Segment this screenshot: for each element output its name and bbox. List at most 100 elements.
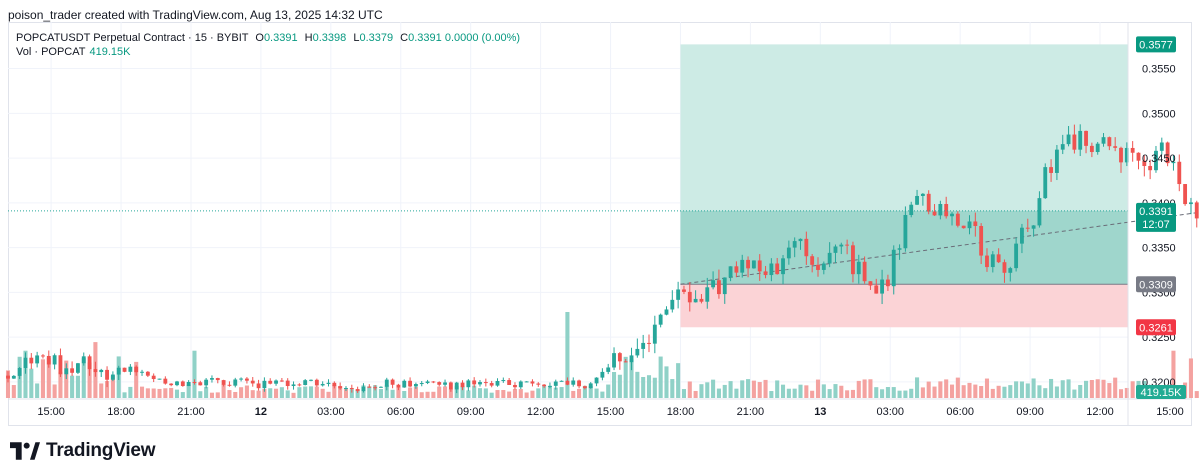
candle-body — [99, 369, 104, 373]
candle-body — [320, 383, 325, 386]
candle-body — [157, 378, 162, 380]
time-tick-label: 15:00 — [1156, 406, 1184, 418]
candle-body — [955, 213, 960, 226]
time-tick-label: 21:00 — [737, 406, 765, 418]
volume-bar — [110, 375, 115, 398]
candle-body — [274, 380, 278, 384]
volume-bar — [244, 385, 249, 398]
candle-body — [1089, 145, 1094, 153]
candle-body — [390, 379, 395, 385]
volume-bar — [897, 390, 902, 398]
volume-bar — [1089, 379, 1094, 398]
candle-body — [600, 371, 605, 378]
time-tick-label: 13 — [814, 406, 826, 418]
candle-body — [163, 378, 168, 384]
candle-body — [1066, 134, 1071, 145]
candle-body — [967, 221, 972, 229]
candle-body — [105, 369, 109, 380]
candle-body — [915, 195, 919, 205]
volume-bar — [1171, 350, 1176, 398]
time-tick-label: 06:00 — [387, 406, 415, 418]
volume-bar — [402, 390, 407, 398]
volume-bar — [1002, 386, 1007, 398]
volume-bar — [623, 356, 628, 398]
volume-bar — [775, 380, 780, 398]
take-profit-badge-bg — [1136, 36, 1176, 53]
volume-bar — [5, 370, 11, 398]
candle-body — [23, 357, 28, 368]
volume-bar — [641, 376, 646, 398]
candle-body — [990, 254, 995, 268]
candle-body — [1159, 142, 1164, 151]
candle-body — [542, 384, 547, 387]
volume-bar — [495, 390, 500, 398]
time-tick-label: 09:00 — [1016, 406, 1044, 418]
volume-bar — [285, 390, 290, 398]
candle-body — [1078, 130, 1083, 150]
candle-body — [210, 378, 214, 380]
volume-bar — [384, 385, 389, 398]
candle-body — [175, 381, 179, 386]
volume-bar — [909, 388, 914, 398]
volume-bar — [577, 388, 582, 398]
volume-bar — [1031, 378, 1036, 398]
volume-bar — [973, 384, 978, 398]
volume-title: Vol · POPCAT — [16, 46, 86, 58]
candle-body — [1037, 198, 1042, 226]
candle-body — [670, 299, 675, 310]
volume-bar — [600, 391, 605, 398]
candle-body — [413, 384, 418, 387]
candle-body — [81, 356, 86, 364]
candle-body — [851, 245, 855, 275]
volume-bar — [705, 382, 710, 398]
brand-footer[interactable]: TradingView — [10, 440, 156, 462]
time-tick-label: 03:00 — [876, 406, 904, 418]
candle-body — [909, 204, 914, 216]
volume-bar — [70, 375, 75, 398]
volume-badge-text: 419.15K — [1141, 387, 1183, 399]
volume-bar — [303, 386, 308, 398]
candle-body — [961, 225, 966, 229]
volume-bar — [792, 388, 797, 398]
volume-bar — [151, 388, 156, 398]
volume-bar — [885, 387, 890, 398]
candle-body — [483, 382, 488, 384]
candle-body — [1124, 147, 1129, 163]
volume-bar — [984, 378, 990, 398]
candle-body — [204, 379, 209, 386]
symbol-legend: POPCATUSDT Perpetual Contract · 15 · BYB… — [16, 32, 520, 44]
volume-bar — [483, 388, 488, 398]
candle-body — [577, 380, 581, 387]
time-tick-label: 21:00 — [177, 406, 205, 418]
candle-body — [326, 382, 331, 384]
candle-body — [518, 381, 523, 388]
volume-bar — [105, 381, 110, 398]
brand-name: TradingView — [46, 440, 156, 461]
volume-bar — [932, 386, 937, 398]
entry-price-badge-bg — [1136, 276, 1176, 293]
volume-bar — [588, 386, 593, 398]
candle-body — [635, 348, 640, 356]
candle-body — [437, 382, 442, 385]
volume-bar — [1113, 377, 1118, 398]
open-value: 0.3391 — [263, 32, 298, 44]
candle-body — [816, 264, 820, 270]
volume-bar — [821, 384, 826, 398]
volume-bar — [408, 387, 413, 398]
candle-body — [262, 380, 267, 389]
symbol-title: POPCATUSDT Perpetual Contract · 15 · BYB… — [16, 32, 249, 44]
volume-bar — [565, 312, 570, 398]
candle-body — [396, 384, 401, 388]
candle-body — [513, 384, 517, 388]
volume-bar — [308, 386, 314, 398]
high-label: H — [304, 32, 313, 44]
candle-body — [64, 368, 69, 375]
candle-body — [6, 375, 10, 379]
volume-bar — [87, 362, 92, 398]
candle-body — [134, 366, 139, 373]
volume-bar — [332, 384, 337, 398]
time-tick-label: 12:00 — [527, 406, 555, 418]
candle-body — [874, 285, 879, 294]
volume-bar — [891, 387, 896, 398]
